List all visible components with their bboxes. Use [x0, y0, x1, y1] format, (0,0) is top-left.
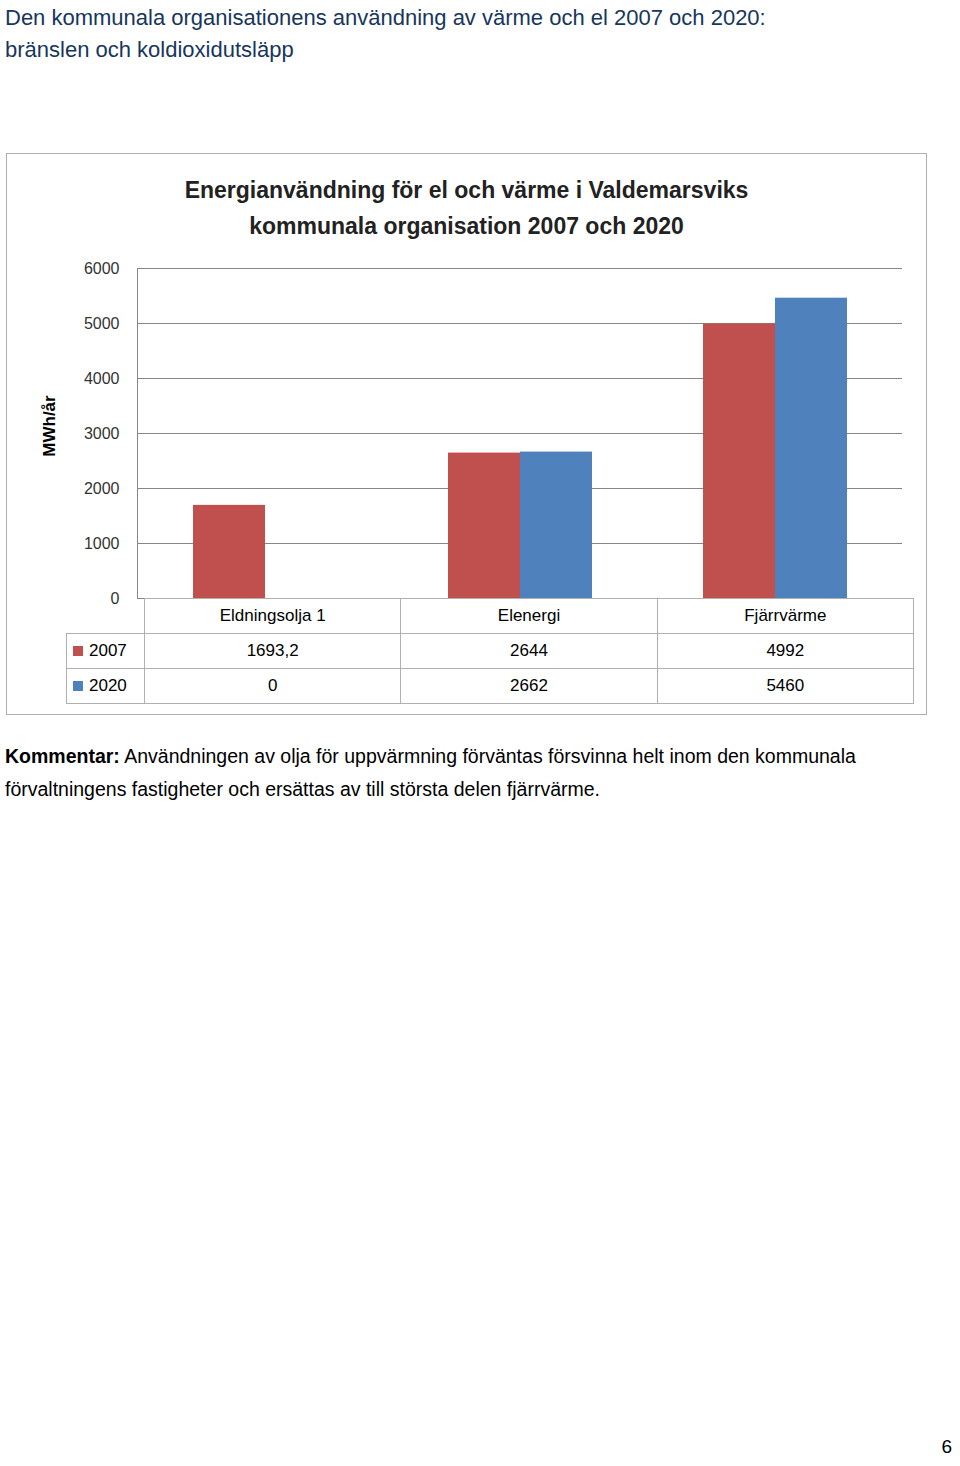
svg-text:2000: 2000 [84, 480, 120, 497]
html-text:2662: 2662 [510, 676, 548, 695]
svg-text:3000: 3000 [84, 425, 120, 442]
html-text:Kommentar: Användningen av olj: Kommentar: Användningen av olja för uppv… [5, 745, 856, 767]
html-text:kommunala organisation 2007 oc: kommunala organisation 2007 och 2020 [249, 213, 684, 239]
html-text:Den kommunala organisationens: Den kommunala organisationens användning… [5, 5, 766, 30]
html-text:Elenergi: Elenergi [497, 606, 561, 625]
svg-text:5000: 5000 [84, 315, 120, 332]
html-text:0: 0 [267, 676, 278, 695]
html-text:Energianvändning för el och vä: Energianvändning för el och värme i Vald… [184, 177, 749, 203]
html-text:2644: 2644 [510, 641, 548, 660]
svg-text:6000: 6000 [84, 260, 120, 277]
html-text:förvaltningens fastigheter och: förvaltningens fastigheter och ersättas … [5, 778, 600, 800]
svg-text:1000: 1000 [84, 535, 120, 552]
html-text:bränslen och koldioxidutsläpp: bränslen och koldioxidutsläpp [5, 37, 294, 62]
html-text:5460: 5460 [766, 676, 805, 695]
html-text:Eldningsolja 1: Eldningsolja 1 [219, 606, 326, 625]
html-text:2020: 2020 [89, 676, 127, 695]
html-text:6: 6 [941, 1436, 952, 1457]
svg-text:4000: 4000 [84, 370, 120, 387]
svg-text:0: 0 [111, 590, 120, 607]
html-text:4992: 4992 [766, 641, 805, 660]
html-text:2007: 2007 [89, 641, 127, 660]
html-text:Fjärrvärme: Fjärrvärme [744, 606, 827, 625]
html-text:MWh/år: MWh/år [40, 395, 59, 457]
html-text:1693,2: 1693,2 [246, 641, 299, 660]
